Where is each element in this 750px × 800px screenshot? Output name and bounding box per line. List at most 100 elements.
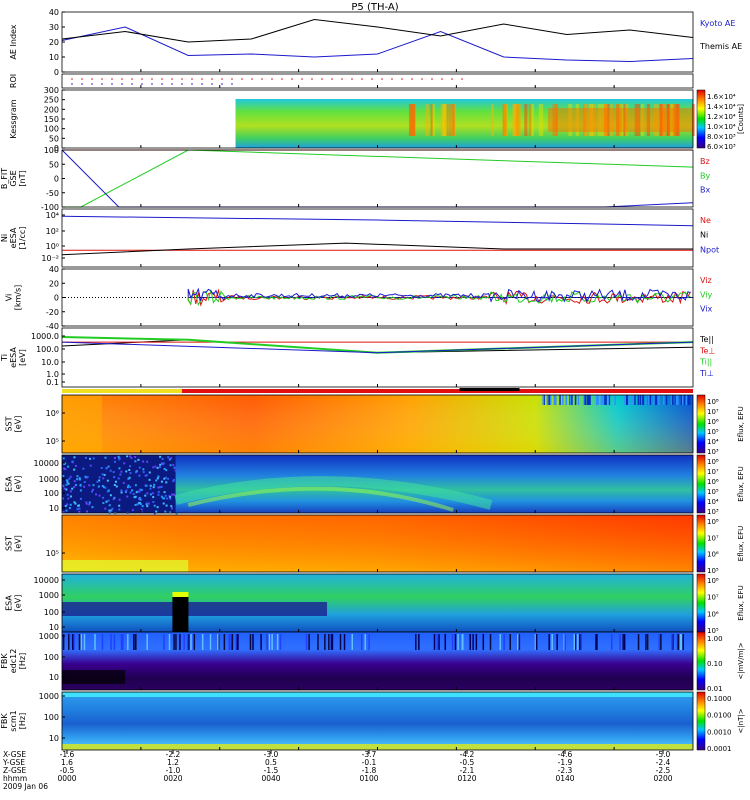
colorbar-tick-label: 10⁵	[707, 428, 719, 436]
fbk-e-spectrogram-streak	[146, 634, 148, 650]
esa-ion-spectrogram-noise	[160, 485, 163, 488]
esa-ion-spectrogram-noise	[138, 501, 141, 504]
sst-ion-spectrogram-streak	[687, 395, 689, 405]
colorbar	[696, 454, 706, 514]
y-tick-label: 100	[44, 146, 59, 155]
roi-point	[391, 78, 393, 80]
roi-point	[91, 78, 93, 80]
colorbar-tick-label: 10⁷	[707, 594, 719, 602]
esa-ion-spectrogram-noise	[97, 485, 100, 488]
fbk-e-spectrogram-streak	[438, 634, 440, 650]
y-tick-label: -100	[41, 203, 59, 212]
fbk-e-spectrogram-streak	[330, 634, 333, 650]
esa-ion-spectrogram-noise	[103, 473, 106, 476]
y-tick-label: 1.0	[46, 370, 59, 379]
esa-ion-spectrogram-noise	[101, 484, 104, 487]
sst-ion-spectrogram-streak	[685, 395, 688, 405]
y-axis-label-line: [km/s]	[14, 285, 23, 311]
panel-frame	[61, 149, 694, 208]
kp-spectrogram-streak	[568, 104, 573, 136]
colorbar-tick-label: 1.2×10⁴	[707, 113, 736, 121]
roi-point	[71, 83, 73, 85]
y-tick-label: 1000.0	[31, 332, 59, 341]
fbk-e-spectrogram-streak	[444, 634, 447, 650]
kp-spectrogram-streak	[502, 104, 507, 136]
roi-point	[461, 78, 463, 80]
esa-ion-spectrogram-noise	[155, 510, 158, 513]
esa-ion-spectrogram-noise	[88, 501, 91, 504]
roi-point	[181, 78, 183, 80]
roi-point	[211, 83, 213, 85]
x-tick-label: -2.1	[460, 766, 475, 775]
roi-point	[101, 78, 103, 80]
fbk-e-spectrogram-streak	[279, 634, 282, 650]
mode-bar-slow	[181, 389, 693, 393]
x-tick-label: 0100	[359, 774, 378, 783]
fbk-e-spectrogram-streak	[596, 634, 598, 650]
fbk-e-spectrogram-streak	[672, 634, 674, 650]
x-tick-label: -2.2	[166, 750, 181, 759]
esa-ion-spectrogram-noise	[67, 482, 70, 485]
x-tick-label: 0020	[163, 774, 182, 783]
roi-point	[71, 78, 73, 80]
kp-spectrogram-streak	[610, 104, 614, 136]
sst-ion-spectrogram-streak	[597, 395, 600, 405]
esa-ion-spectrogram-noise	[106, 490, 109, 493]
x-tick-label: -1.0	[166, 766, 181, 775]
esa-ion-spectrogram-noise	[109, 469, 112, 472]
panel-sst-i: 10⁶ 10⁵ SST[eV] 10⁸ 10⁷ 10⁶ 10⁵ 10⁴ 10³ Eflux, EF…	[5, 394, 745, 456]
fbk-e-spectrogram-streak	[122, 634, 124, 650]
esa-ion-spectrogram-noise	[79, 489, 82, 492]
legend-label: Viz	[700, 276, 712, 285]
esa-ion-spectrogram-noise	[115, 485, 118, 488]
esa-ion-spectrogram-noise	[78, 477, 81, 480]
esa-ion-spectrogram-noise	[63, 462, 66, 465]
sst-ion-spectrogram-streak	[587, 395, 589, 405]
y-tick-label: 100	[44, 653, 59, 662]
esa-ion-spectrogram-noise	[153, 483, 156, 486]
colorbar-label: Eflux, EFU	[737, 585, 745, 620]
sst-ion-spectrogram-streak	[656, 395, 659, 405]
esa-ion-spectrogram-noise	[62, 457, 65, 460]
x-tick-label: -2.3	[558, 766, 573, 775]
y-axis-label: TieESA[eV]	[0, 347, 27, 368]
esa-ion-spectrogram-noise	[155, 479, 158, 482]
esa-ion-spectrogram-noise	[122, 481, 125, 484]
colorbar-tick-label: 10⁷	[707, 534, 719, 542]
y-axis-label-line: [Hz]	[18, 713, 27, 729]
fbk-e-spectrogram-streak	[518, 634, 520, 650]
esa-ion-spectrogram-noise	[142, 460, 145, 463]
y-axis-label: FBKedc12[Hz]	[0, 649, 27, 674]
esa-ion-spectrogram-noise	[113, 496, 116, 499]
fbk-e-spectrogram-streak	[415, 634, 417, 650]
colorbar-label: <|nT|>	[737, 708, 745, 733]
fbk-e-spectrogram-streak	[610, 634, 613, 650]
fbk-e-spectrogram-streak	[622, 634, 624, 650]
esa-ion-spectrogram-noise	[82, 467, 85, 470]
esa-ion-spectrogram-noise	[76, 508, 79, 511]
esa-ion-spectrogram-noise	[88, 484, 91, 487]
fbk-e-spectrogram-streak	[457, 634, 459, 650]
fbk-e-spectrogram-streak	[188, 634, 190, 650]
y-axis-label-line: [1/cc]	[18, 227, 27, 250]
y-axis-label-line: [eV]	[18, 349, 27, 366]
esa-ion-spectrogram-noise	[164, 510, 167, 513]
sst-ion-spectrogram-streak	[655, 395, 658, 405]
esa-ion-spectrogram-noise	[140, 511, 143, 514]
esa-ion-spectrogram-noise	[146, 492, 149, 495]
esa-ion-spectrogram-noise	[83, 481, 86, 484]
esa-ion-spectrogram-noise	[157, 486, 160, 489]
sst-ion-spectrogram-streak	[682, 395, 684, 405]
panel-ae: 0 10 20 30 40 AE Index Kyoto AE Themis AE	[9, 8, 742, 77]
roi-point	[381, 78, 383, 80]
sst-ion-spectrogram-streak	[688, 395, 690, 405]
roi-point	[231, 78, 233, 80]
colorbar-tick-label: 1.0×10⁴	[707, 123, 736, 131]
esa-electron-spectrogram-gap-top	[172, 592, 189, 597]
colorbar-label: [Counts]	[737, 104, 745, 134]
fbk-e-spectrogram-streak	[175, 634, 177, 650]
roi-point	[361, 78, 363, 80]
sst-ion-spectrogram-streak	[649, 395, 652, 405]
esa-ion-spectrogram-noise	[62, 511, 65, 514]
x-axis-group: -1.61.6-0.50000-2.21.2-1.00020-3.00.5-1.…	[2, 750, 673, 791]
